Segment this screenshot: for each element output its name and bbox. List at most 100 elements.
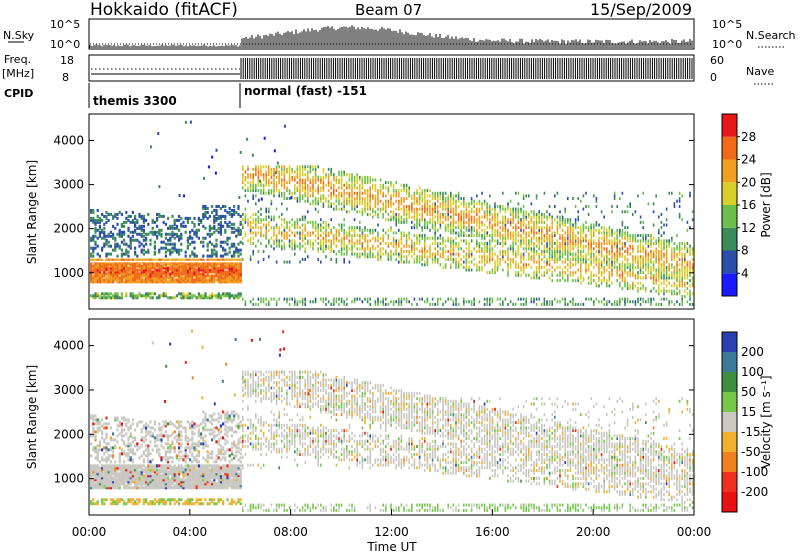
heatmap-gap (178, 260, 181, 263)
heatmap-cell (473, 297, 475, 301)
heatmap-cell (237, 204, 240, 208)
heatmap-cell (120, 248, 123, 252)
heatmap-cell (202, 244, 205, 248)
heatmap-cell (574, 236, 577, 240)
heatmap-cell (333, 178, 335, 182)
heatmap-cell (291, 218, 293, 222)
heatmap-cell (317, 257, 319, 261)
heatmap-cell (528, 212, 530, 216)
heatmap-cell (230, 276, 233, 280)
heatmap-cell (195, 276, 198, 280)
heatmap-cell (359, 247, 361, 251)
heatmap-cell (525, 242, 527, 246)
heatmap-cell (515, 302, 517, 306)
heatmap-cell (356, 239, 358, 243)
heatmap-cell (390, 252, 392, 256)
heatmap-cell (556, 260, 559, 264)
heatmap-cell (395, 257, 397, 261)
heatmap-cell (239, 228, 242, 232)
heatmap-cell (541, 252, 543, 256)
heatmap-cell (507, 228, 509, 232)
heatmap-gap (202, 260, 205, 263)
heatmap-cell (120, 234, 123, 238)
heatmap-cell (327, 234, 330, 238)
heatmap-cell (335, 204, 338, 208)
heatmap-cell (118, 244, 121, 248)
heatmap-cell (160, 214, 163, 218)
heatmap-cell (580, 302, 582, 306)
heatmap-cell (116, 232, 119, 236)
heatmap-cell (421, 194, 423, 198)
heatmap-cell (103, 280, 106, 284)
heatmap-cell (314, 300, 317, 304)
heatmap-cell (204, 204, 207, 208)
heatmap-cell (525, 249, 527, 253)
heatmap-cell (160, 270, 163, 274)
heatmap-cell (619, 297, 621, 301)
heatmap-cell (400, 252, 403, 256)
heatmap-cell (569, 252, 572, 256)
heatmap-cell (392, 189, 395, 193)
heatmap-cell (619, 281, 621, 285)
heatmap-cell (211, 226, 214, 230)
heatmap-cell (489, 210, 491, 214)
heatmap-cell (219, 276, 222, 280)
heatmap-cell (572, 297, 574, 301)
heatmap-cell (244, 302, 247, 306)
heatmap-cell (577, 247, 579, 251)
heatmap-cell (455, 207, 457, 211)
heatmap-cell (235, 246, 238, 250)
heatmap-cell (364, 207, 366, 211)
heatmap-cell (197, 236, 200, 240)
heatmap-cell (173, 278, 176, 282)
heatmap-cell (392, 252, 395, 256)
heatmap-cell (270, 167, 273, 171)
heatmap-cell (377, 239, 379, 243)
heatmap-cell (123, 242, 126, 246)
heatmap-cell (533, 271, 535, 275)
cpid-bar: CPID themis 3300 normal (fast) -151 (4, 83, 367, 108)
heatmap-cell (455, 194, 457, 198)
heatmap-cell (330, 239, 332, 243)
heatmap-cell (202, 258, 205, 262)
heatmap-gap (131, 260, 134, 263)
heatmap-cell (377, 252, 379, 256)
heatmap-cell (595, 273, 598, 277)
heatmap-cell (98, 264, 101, 268)
heatmap-cell (237, 266, 240, 270)
heatmap-cell (626, 263, 629, 267)
heatmap-cell (452, 202, 455, 206)
heatmap-cell (486, 231, 488, 235)
heatmap-cell (206, 274, 209, 278)
heatmap-cell (400, 197, 403, 201)
heatmap-cell (559, 247, 561, 251)
heatmap-cell (299, 194, 301, 198)
heatmap-cell (265, 178, 267, 182)
heatmap-cell (268, 302, 270, 306)
heatmap-cell (260, 234, 262, 238)
heatmap-cell (509, 234, 512, 238)
heatmap-cell (120, 240, 123, 244)
heatmap-cell (219, 266, 222, 270)
heatmap-cell (173, 272, 176, 276)
heatmap-cell (255, 226, 257, 230)
heatmap-cell (351, 207, 353, 211)
heatmap-cell (587, 268, 590, 272)
heatmap-cell (611, 263, 613, 267)
heatmap-cell (418, 197, 421, 201)
heatmap-cell (624, 281, 626, 285)
heatmap-cell (442, 204, 444, 208)
heatmap-cell (411, 215, 413, 219)
heatmap-cell (239, 294, 242, 298)
heatmap-cell (351, 178, 353, 182)
heatmap-cell (265, 228, 267, 232)
heatmap-cell (489, 260, 491, 264)
heatmap-cell (366, 204, 369, 208)
heatmap-cell (559, 226, 561, 230)
heatmap-cell (546, 215, 548, 219)
heatmap-cell (94, 264, 97, 268)
heatmap-cell (242, 226, 244, 230)
heatmap-cell (233, 212, 236, 216)
heatmap-cell (543, 226, 546, 230)
heatmap-cell (255, 173, 257, 177)
